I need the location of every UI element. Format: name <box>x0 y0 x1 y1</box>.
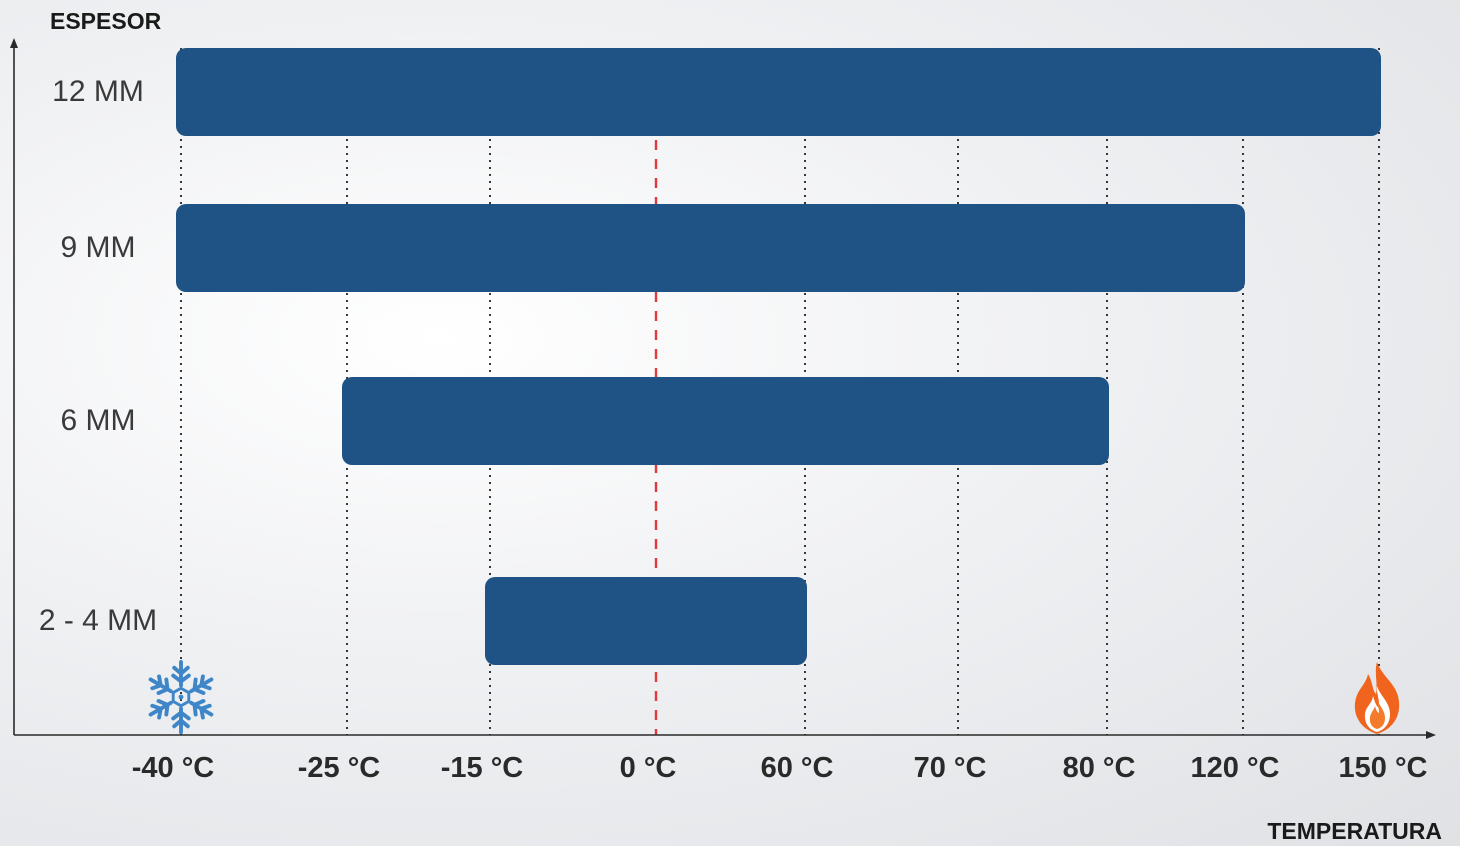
x-axis-title: TEMPERATURA <box>1267 818 1442 844</box>
tick-label: 60 °C <box>760 752 834 784</box>
tick-label: 70 °C <box>913 752 987 784</box>
category-label: 12 MM <box>52 75 144 108</box>
flame-icon <box>1354 662 1400 734</box>
snowflake-icon <box>148 659 214 735</box>
tick-label: -40 °C <box>131 752 215 784</box>
bar <box>176 48 1381 136</box>
tick-label: -15 °C <box>440 752 524 784</box>
bar <box>342 377 1109 465</box>
bars <box>176 48 1381 665</box>
category-label: 9 MM <box>60 231 136 264</box>
tick-label: 150 °C <box>1338 752 1428 784</box>
tick-label: 80 °C <box>1062 752 1136 784</box>
category-label: 6 MM <box>60 404 136 437</box>
x-axis <box>14 731 1436 739</box>
y-axis <box>10 38 18 735</box>
bar <box>176 204 1245 292</box>
category-label: 2 - 4 MM <box>38 604 158 637</box>
bar <box>485 577 807 665</box>
tick-label: 0 °C <box>619 752 677 784</box>
y-axis-title: ESPESOR <box>50 8 162 34</box>
tick-label: 120 °C <box>1190 752 1280 784</box>
tick-label: -25 °C <box>297 752 381 784</box>
